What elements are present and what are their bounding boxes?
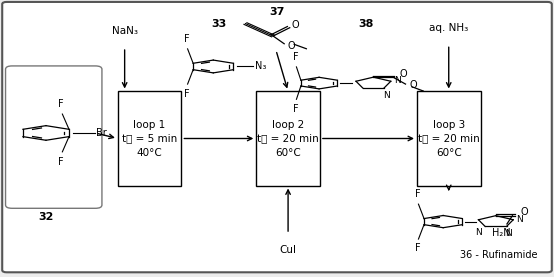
Text: F: F — [414, 189, 420, 199]
Text: O: O — [400, 69, 408, 79]
Text: N: N — [505, 229, 511, 238]
Text: loop 3
tᴯ = 20 min
60°C: loop 3 tᴯ = 20 min 60°C — [418, 119, 480, 158]
Text: N: N — [394, 76, 401, 85]
Text: 33: 33 — [211, 19, 227, 29]
Text: F: F — [58, 157, 64, 167]
Text: 36 - Rufinamide: 36 - Rufinamide — [460, 250, 537, 260]
FancyBboxPatch shape — [6, 66, 102, 208]
Bar — [257, 91, 320, 186]
Bar — [417, 91, 481, 186]
Text: N: N — [383, 91, 389, 100]
Text: O: O — [521, 207, 529, 217]
Text: loop 1
tᴯ = 5 min
40°C: loop 1 tᴯ = 5 min 40°C — [122, 119, 177, 158]
Text: O: O — [410, 80, 418, 91]
Text: 32: 32 — [38, 212, 54, 222]
Text: 37: 37 — [269, 7, 285, 17]
Text: N: N — [516, 215, 524, 224]
Text: CuI: CuI — [280, 245, 296, 255]
Text: NaN₃: NaN₃ — [112, 26, 137, 36]
Text: F: F — [58, 99, 64, 109]
Text: F: F — [293, 52, 298, 62]
Bar — [118, 91, 182, 186]
FancyBboxPatch shape — [2, 2, 552, 272]
Text: F: F — [184, 34, 189, 44]
Text: F: F — [414, 243, 420, 253]
Text: loop 2
tᴯ = 20 min
60°C: loop 2 tᴯ = 20 min 60°C — [257, 119, 319, 158]
Text: F: F — [293, 104, 298, 114]
Text: O: O — [287, 41, 295, 51]
Text: N₃: N₃ — [255, 61, 266, 71]
Text: H₂N: H₂N — [492, 228, 511, 238]
Text: F: F — [184, 89, 189, 99]
Text: N: N — [475, 228, 483, 237]
Text: 38: 38 — [358, 19, 373, 29]
Text: O: O — [291, 20, 299, 30]
Text: aq. NH₃: aq. NH₃ — [429, 23, 468, 33]
Text: Br: Br — [96, 128, 106, 138]
